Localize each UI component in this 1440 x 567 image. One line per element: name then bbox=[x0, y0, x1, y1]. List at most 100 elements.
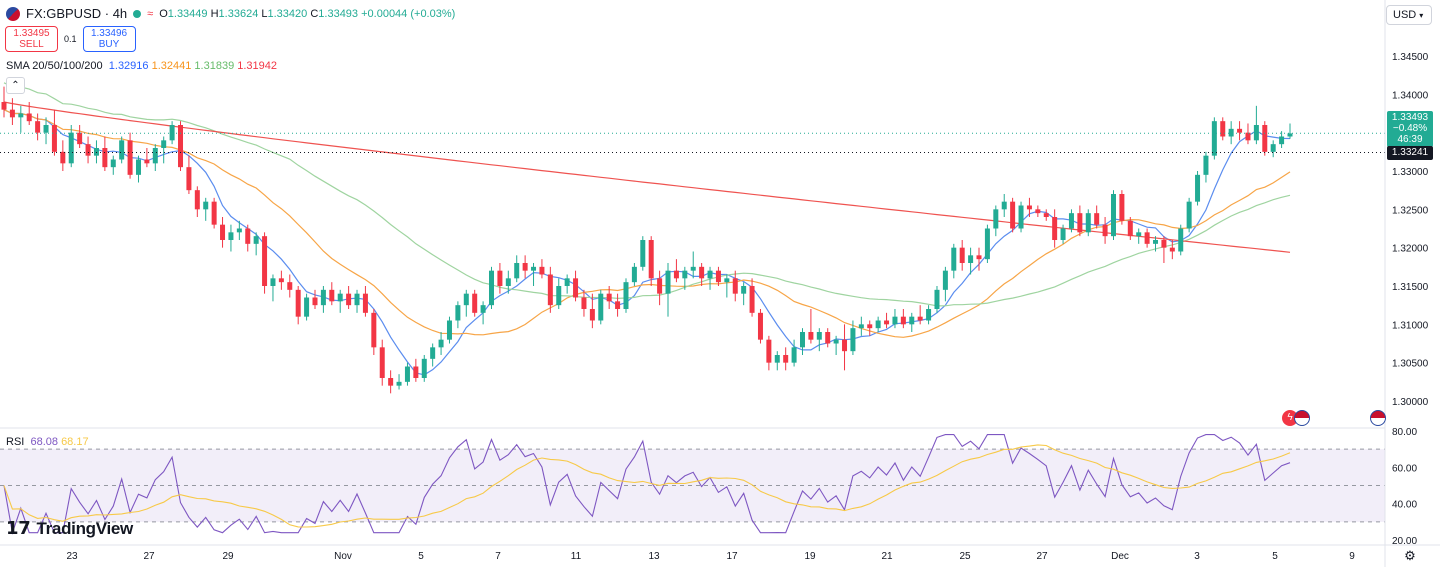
candle-down bbox=[884, 320, 890, 325]
candle-down bbox=[220, 224, 226, 240]
candle-down bbox=[732, 278, 738, 294]
candle-down bbox=[329, 289, 335, 302]
candle-down bbox=[808, 332, 814, 340]
candle-up bbox=[741, 286, 747, 294]
tradingview-logo: 𝟭𝟳 TradingView bbox=[6, 518, 133, 539]
candle-down bbox=[497, 270, 503, 286]
candle-down bbox=[699, 266, 705, 279]
gbp-usd-flag-icon bbox=[6, 6, 20, 21]
candle-down bbox=[1237, 128, 1243, 133]
price-tick-label: 1.34500 bbox=[1392, 52, 1429, 63]
candle-up bbox=[623, 282, 629, 309]
candle-up bbox=[665, 270, 671, 294]
candle-up bbox=[337, 293, 343, 302]
candle-down bbox=[589, 309, 595, 321]
collapse-legend-button[interactable]: ⌃ bbox=[6, 77, 25, 94]
candle-up bbox=[951, 247, 957, 271]
candle-down bbox=[1035, 209, 1041, 214]
candle-up bbox=[934, 289, 940, 309]
settings-gear-icon[interactable]: ⚙ bbox=[1404, 548, 1416, 563]
rsi-ma-line bbox=[3, 444, 1291, 528]
candle-down bbox=[1026, 205, 1032, 210]
candle-up bbox=[858, 324, 864, 329]
symbol-name[interactable]: FX:GBPUSD · 4h bbox=[26, 6, 128, 21]
candle-up bbox=[531, 266, 537, 271]
candle-up bbox=[43, 125, 49, 133]
candle-up bbox=[396, 381, 402, 386]
rsi-legend[interactable]: RSI 68.08 68.17 bbox=[6, 436, 89, 448]
candle-up bbox=[228, 232, 234, 240]
candle-up bbox=[203, 201, 209, 210]
candle-down bbox=[287, 282, 293, 290]
candle-up bbox=[1279, 136, 1285, 145]
us-event-flag-icon[interactable] bbox=[1294, 410, 1310, 426]
candle-up bbox=[1211, 121, 1217, 156]
candle-up bbox=[1068, 213, 1074, 229]
time-tick-label: 25 bbox=[959, 551, 971, 562]
candle-up bbox=[1253, 125, 1259, 141]
time-tick-label: 5 bbox=[1272, 551, 1278, 562]
candle-down bbox=[245, 228, 251, 244]
time-tick-label: 9 bbox=[1349, 551, 1355, 562]
candle-down bbox=[766, 339, 772, 363]
candle-down bbox=[749, 286, 755, 313]
candle-up bbox=[270, 278, 276, 286]
candle-up bbox=[18, 113, 24, 118]
candle-down bbox=[715, 270, 721, 283]
candle-up bbox=[446, 320, 452, 340]
us-economic-flag-icon[interactable] bbox=[1370, 410, 1386, 426]
candle-up bbox=[455, 305, 461, 321]
candle-up bbox=[463, 293, 469, 306]
candle-down bbox=[77, 132, 83, 145]
candle-up bbox=[1270, 144, 1276, 152]
market-open-icon bbox=[133, 9, 142, 18]
candle-down bbox=[35, 121, 41, 133]
candle-up bbox=[598, 293, 604, 321]
level-price-value: 1.33241 bbox=[1391, 147, 1429, 158]
candle-up bbox=[304, 297, 310, 317]
candle-up bbox=[1153, 240, 1159, 244]
time-tick-label: Dec bbox=[1111, 551, 1129, 562]
candle-up bbox=[253, 236, 259, 244]
sma-legend[interactable]: SMA 20/50/100/200 1.32916 1.32441 1.3183… bbox=[6, 60, 278, 72]
candle-down bbox=[657, 278, 663, 294]
candle-down bbox=[917, 316, 923, 321]
candle-down bbox=[9, 109, 15, 118]
candle-down bbox=[1220, 121, 1226, 137]
candle-down bbox=[379, 347, 385, 378]
candle-down bbox=[127, 140, 133, 175]
rsi-tick-label: 60.00 bbox=[1392, 463, 1417, 474]
candle-down bbox=[51, 125, 57, 152]
candle-up bbox=[791, 347, 797, 363]
price-tick-label: 1.32000 bbox=[1392, 244, 1429, 255]
time-tick-label: 29 bbox=[222, 551, 234, 562]
candle-down bbox=[1052, 217, 1058, 240]
candle-down bbox=[959, 247, 965, 263]
time-tick-label: Nov bbox=[334, 551, 352, 562]
last-price-pct: −0.48% bbox=[1392, 123, 1428, 134]
candle-up bbox=[68, 132, 74, 164]
rsi-line bbox=[3, 434, 1291, 535]
candle-down bbox=[648, 240, 654, 279]
sell-button[interactable]: 1.33495 SELL bbox=[5, 26, 58, 52]
candle-down bbox=[312, 297, 318, 306]
candle-up bbox=[480, 305, 486, 313]
currency-button[interactable]: USD ▾ bbox=[1386, 5, 1432, 25]
candle-down bbox=[362, 293, 368, 313]
candle-up bbox=[1178, 228, 1184, 252]
candle-up bbox=[909, 316, 915, 325]
sma-200-line bbox=[3, 101, 1291, 253]
candle-down bbox=[757, 312, 763, 340]
candle-down bbox=[144, 159, 150, 164]
time-tick-label: 27 bbox=[143, 551, 155, 562]
buy-button[interactable]: 1.33496 BUY bbox=[82, 26, 136, 52]
candle-down bbox=[295, 289, 301, 317]
candle-up bbox=[816, 332, 822, 340]
last-price-value: 1.33493 bbox=[1391, 112, 1429, 123]
time-tick-label: 11 bbox=[571, 551, 582, 562]
candle-down bbox=[1, 102, 7, 110]
price-tick-label: 1.34000 bbox=[1392, 90, 1429, 101]
candle-down bbox=[1102, 224, 1108, 237]
candle-up bbox=[1110, 194, 1116, 237]
